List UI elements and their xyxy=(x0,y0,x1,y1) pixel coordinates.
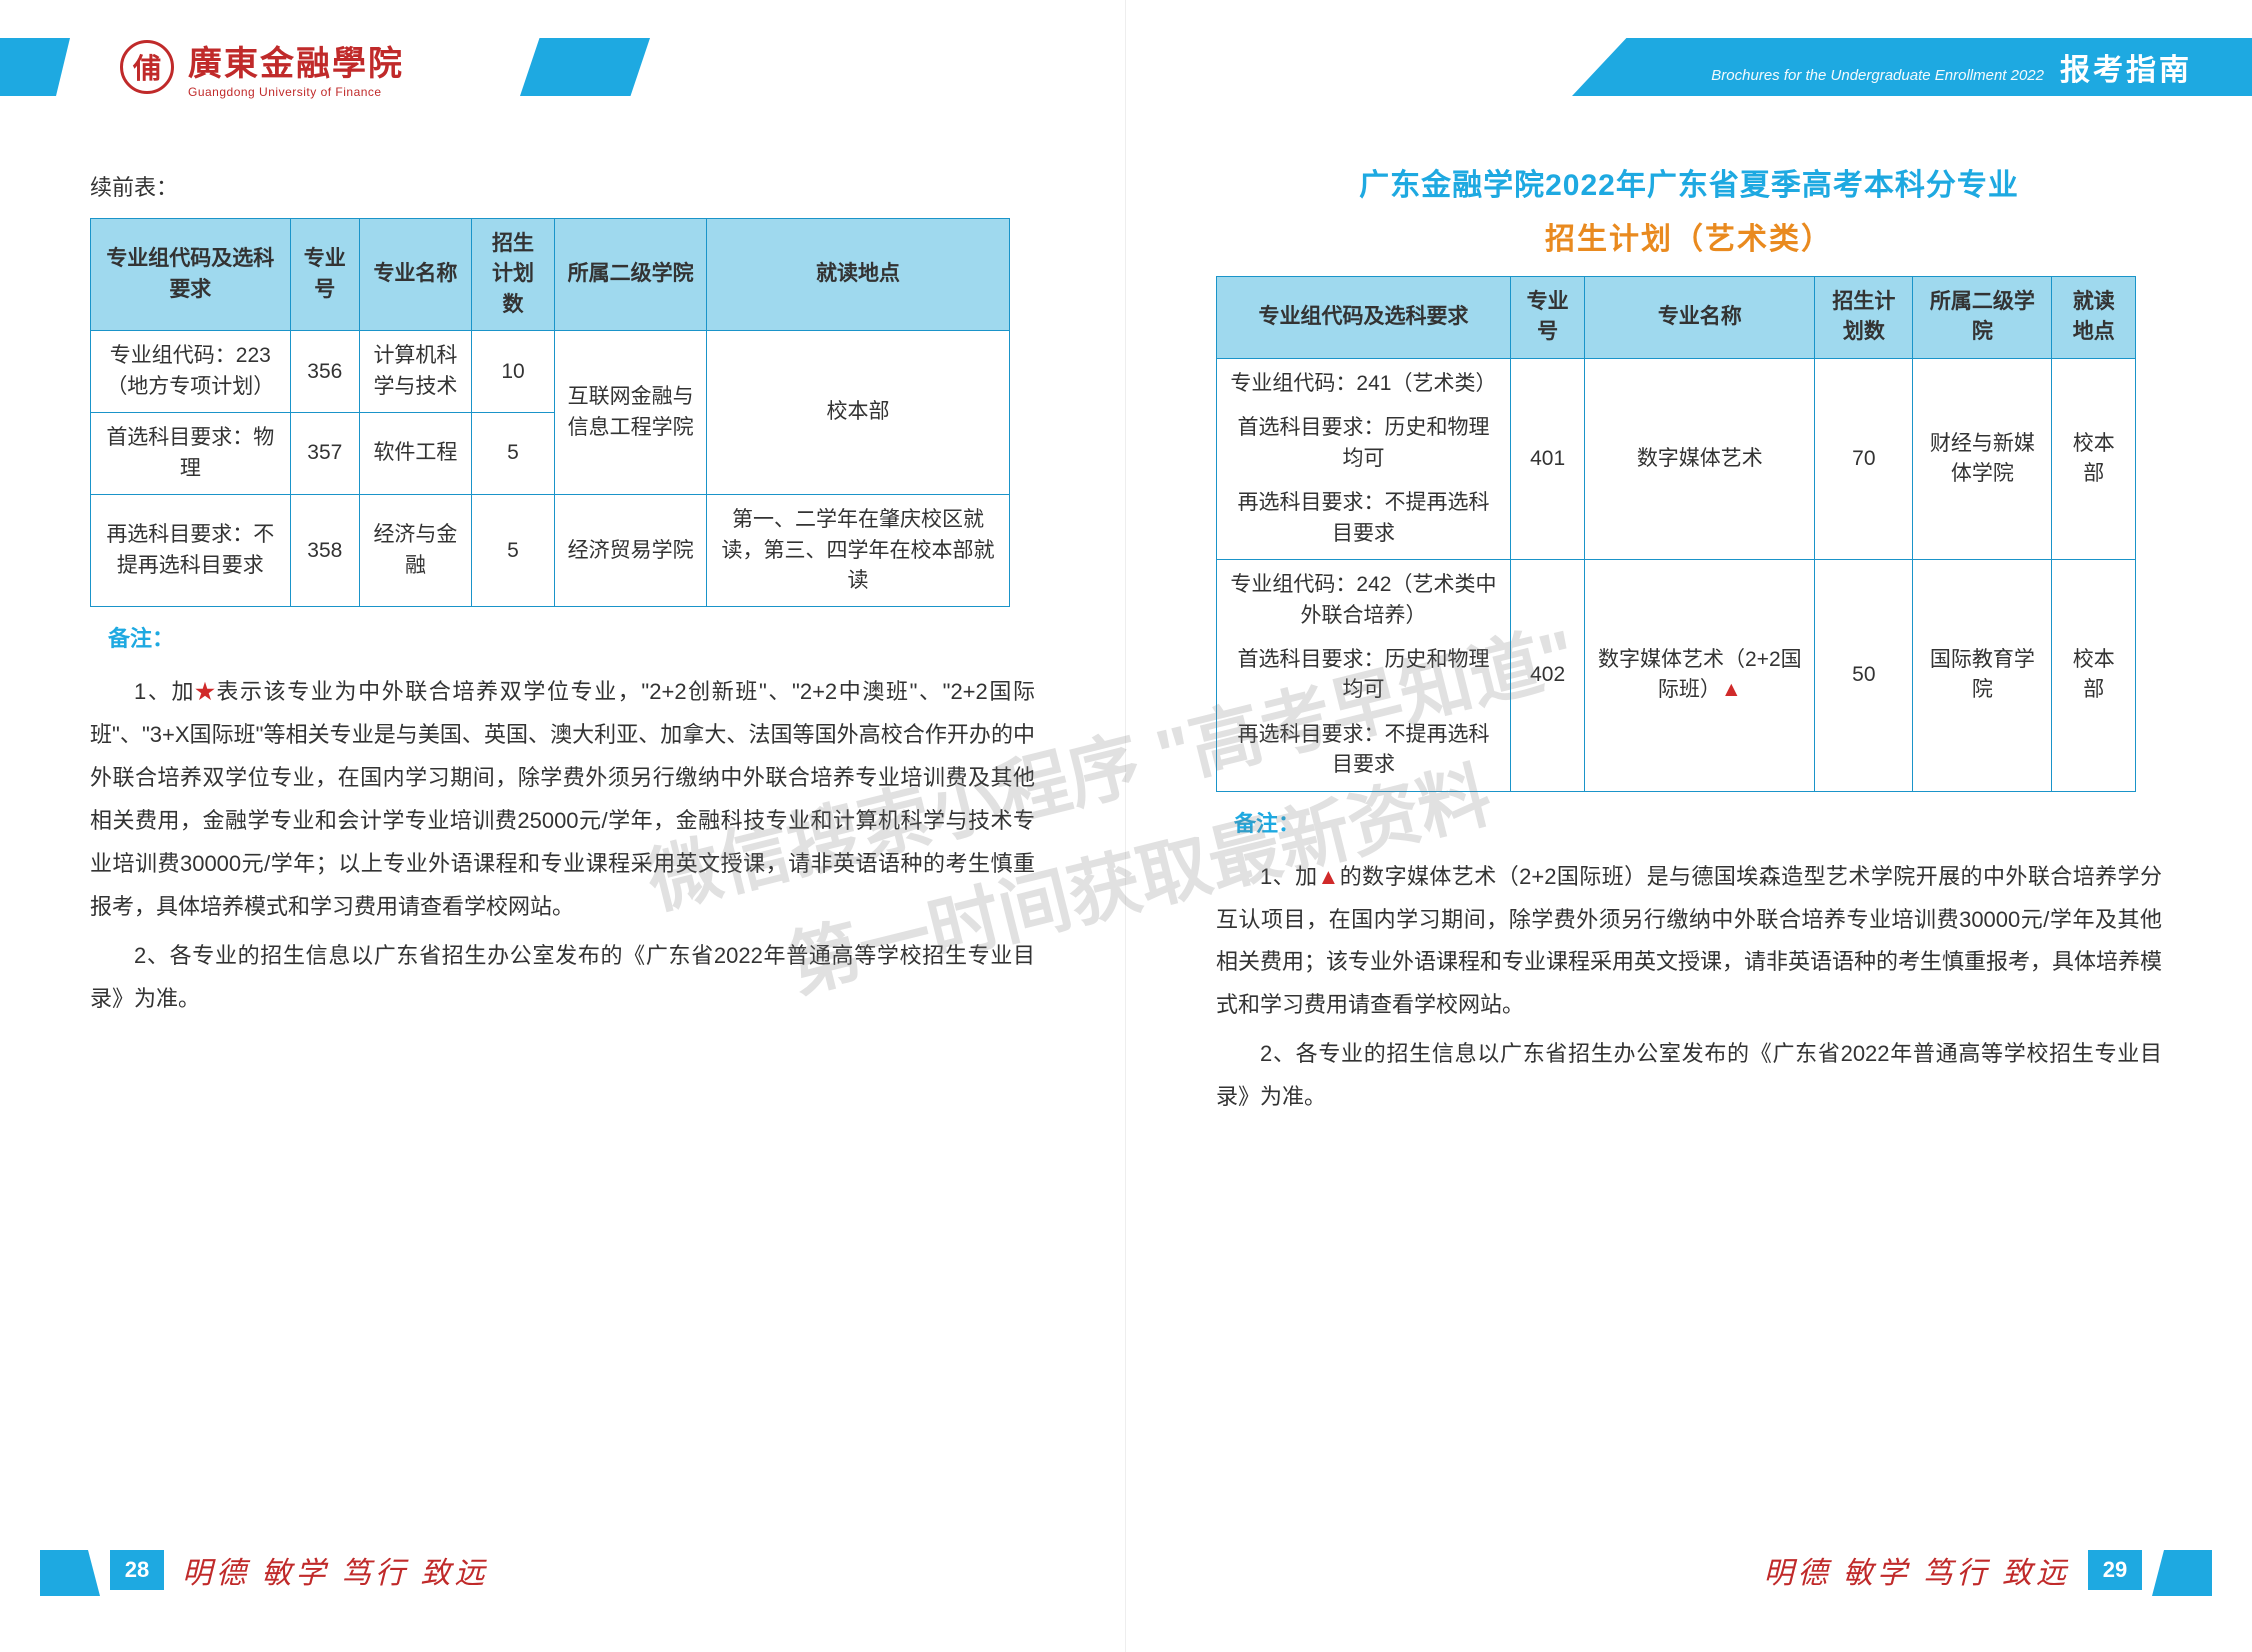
cell-name: 数字媒体艺术（2+2国际班）▲ xyxy=(1585,560,1815,792)
cell-plan: 70 xyxy=(1815,358,1913,559)
cell-name: 计算机科学与技术 xyxy=(359,331,471,413)
table-header-row: 专业组代码及选科要求 专业号 专业名称 招生计划数 所属二级学院 就读地点 xyxy=(1217,277,2136,359)
group-pref: 首选科目要求：物理 xyxy=(91,413,291,495)
logo-icon: 俌 xyxy=(120,40,174,94)
th: 招生计划数 xyxy=(1815,277,1913,359)
left-table: 专业组代码及选科要求 专业号 专业名称 招生计划数 所属二级学院 就读地点 专业… xyxy=(90,218,1010,607)
table-header-row: 专业组代码及选科要求 专业号 专业名称 招生计划数 所属二级学院 就读地点 xyxy=(91,219,1010,331)
page-left: 俌 廣東金融學院 Guangdong University of Finance… xyxy=(0,0,1126,1652)
section-title: 广东金融学院2022年广东省夏季高考本科分专业 招生计划（艺术类） xyxy=(1186,160,2192,258)
th: 专业号 xyxy=(290,219,359,331)
cell-plan: 50 xyxy=(1815,560,1913,792)
cell-name: 数字媒体艺术 xyxy=(1585,358,1815,559)
motto: 明德 敏学 笃行 致远 xyxy=(182,1548,489,1592)
notes-title: 备注： xyxy=(1234,806,2192,838)
th: 就读地点 xyxy=(2052,277,2136,359)
logo-text: 廣東金融學院 Guangdong University of Finance xyxy=(188,36,404,99)
cell-college: 互联网金融与信息工程学院 xyxy=(555,331,707,495)
note-text-1: 表示该专业为中外联合培养双学位专业，"2+2创新班"、"2+2中澳班"、"2+2… xyxy=(90,679,1035,918)
cell-num: 401 xyxy=(1510,358,1584,559)
header-right-cn: 报考指南 xyxy=(2060,45,2192,89)
cell-plan: 5 xyxy=(471,495,554,607)
th: 招生计划数 xyxy=(471,219,554,331)
cell-name: 软件工程 xyxy=(359,413,471,495)
group-code: 专业组代码：223（地方专项计划） xyxy=(91,331,291,413)
table-row: 专业组代码：241（艺术类） 首选科目要求：历史和物理均可 再选科目要求：不提再… xyxy=(1217,358,2136,559)
group-resel: 再选科目要求：不提再选科目要求 xyxy=(91,495,291,607)
cell-loc: 校本部 xyxy=(707,331,1010,495)
cell-name: 经济与金融 xyxy=(359,495,471,607)
note-item: 1、加▲的数字媒体艺术（2+2国际班）是与德国埃森造型艺术学院开展的中外联合培养… xyxy=(1216,856,2162,1028)
cell-loc: 校本部 xyxy=(2052,358,2136,559)
table-row: 专业组代码：242（艺术类中外联合培养） 首选科目要求：历史和物理均可 再选科目… xyxy=(1217,560,2136,792)
note-text-1: 的数字媒体艺术（2+2国际班）是与德国埃森造型艺术学院开展的中外联合培养学分互认… xyxy=(1216,864,2162,1018)
cell-loc: 校本部 xyxy=(2052,560,2136,792)
note-item: 2、各专业的招生信息以广东省招生办公室发布的《广东省2022年普通高等学校招生专… xyxy=(1216,1033,2162,1119)
left-content: 续前表： 专业组代码及选科要求 专业号 专业名称 招生计划数 所属二级学院 就读… xyxy=(60,170,1065,1021)
right-notes: 1、加▲的数字媒体艺术（2+2国际班）是与德国埃森造型艺术学院开展的中外联合培养… xyxy=(1216,856,2162,1119)
group-resel: 再选科目要求：不提再选科目要求 xyxy=(1227,720,1500,781)
th: 专业名称 xyxy=(1585,277,1815,359)
logo-text-en: Guangdong University of Finance xyxy=(188,85,404,99)
note-item: 1、加★表示该专业为中外联合培养双学位专业，"2+2创新班"、"2+2中澳班"、… xyxy=(90,671,1035,928)
th: 专业名称 xyxy=(359,219,471,331)
right-table: 专业组代码及选科要求 专业号 专业名称 招生计划数 所属二级学院 就读地点 专业… xyxy=(1216,276,2136,792)
th: 专业号 xyxy=(1510,277,1584,359)
header-right-en: Brochures for the Undergraduate Enrollme… xyxy=(1711,67,2044,84)
cell-college: 财经与新媒体学院 xyxy=(1913,358,2052,559)
header-left: 俌 廣東金融學院 Guangdong University of Finance xyxy=(0,38,1125,96)
th: 所属二级学院 xyxy=(555,219,707,331)
triangle-icon: ▲ xyxy=(1721,678,1742,701)
note-item: 2、各专业的招生信息以广东省招生办公室发布的《广东省2022年普通高等学校招生专… xyxy=(90,935,1035,1021)
footer-accent-right xyxy=(2152,1550,2212,1596)
cell-college: 经济贸易学院 xyxy=(555,495,707,607)
header-right-text: Brochures for the Undergraduate Enrollme… xyxy=(1711,45,2192,89)
group-cell: 专业组代码：241（艺术类） 首选科目要求：历史和物理均可 再选科目要求：不提再… xyxy=(1217,358,1511,559)
header-right: Brochures for the Undergraduate Enrollme… xyxy=(1126,38,2252,96)
group-code: 专业组代码：241（艺术类） xyxy=(1227,369,1500,399)
page-number: 29 xyxy=(2088,1550,2142,1590)
footer-accent-left xyxy=(40,1550,100,1596)
footer-left: 28 明德 敏学 笃行 致远 xyxy=(110,1548,489,1592)
group-pref: 首选科目要求：历史和物理均可 xyxy=(1227,645,1500,706)
continuation-label: 续前表： xyxy=(90,170,1065,202)
page-spread: 俌 廣東金融學院 Guangdong University of Finance… xyxy=(0,0,2252,1652)
group-cell: 专业组代码：242（艺术类中外联合培养） 首选科目要求：历史和物理均可 再选科目… xyxy=(1217,560,1511,792)
cell-num: 357 xyxy=(290,413,359,495)
page-right: Brochures for the Undergraduate Enrollme… xyxy=(1126,0,2252,1652)
star-icon: ★ xyxy=(195,679,216,704)
th: 专业组代码及选科要求 xyxy=(91,219,291,331)
page-number: 28 xyxy=(110,1550,164,1590)
cell-num: 358 xyxy=(290,495,359,607)
cell-loc: 第一、二学年在肇庆校区就读，第三、四学年在校本部就读 xyxy=(707,495,1010,607)
th: 就读地点 xyxy=(707,219,1010,331)
notes-title: 备注： xyxy=(108,621,1065,653)
section-title-line2: 招生计划（艺术类） xyxy=(1186,214,2192,258)
triangle-icon: ▲ xyxy=(1318,864,1340,889)
cell-college: 国际教育学院 xyxy=(1913,560,2052,792)
table-row: 专业组代码：223（地方专项计划） 356 计算机科学与技术 10 互联网金融与… xyxy=(91,331,1010,413)
section-title-line1: 广东金融学院2022年广东省夏季高考本科分专业 xyxy=(1186,160,2192,204)
group-code: 专业组代码：242（艺术类中外联合培养） xyxy=(1227,570,1500,631)
logo: 俌 廣東金融學院 Guangdong University of Finance xyxy=(120,36,404,99)
left-notes: 1、加★表示该专业为中外联合培养双学位专业，"2+2创新班"、"2+2中澳班"、… xyxy=(90,671,1035,1020)
motto: 明德 敏学 笃行 致远 xyxy=(1764,1548,2071,1592)
cell-num: 356 xyxy=(290,331,359,413)
cell-plan: 10 xyxy=(471,331,554,413)
cell-num: 402 xyxy=(1510,560,1584,792)
th: 专业组代码及选科要求 xyxy=(1217,277,1511,359)
group-resel: 再选科目要求：不提再选科目要求 xyxy=(1227,488,1500,549)
table-row: 再选科目要求：不提再选科目要求 358 经济与金融 5 经济贸易学院 第一、二学… xyxy=(91,495,1010,607)
th: 所属二级学院 xyxy=(1913,277,2052,359)
cell-plan: 5 xyxy=(471,413,554,495)
footer-right: 29 明德 敏学 笃行 致远 xyxy=(1764,1548,2143,1592)
group-pref: 首选科目要求：历史和物理均可 xyxy=(1227,413,1500,474)
logo-text-cn: 廣東金融學院 xyxy=(188,36,404,85)
